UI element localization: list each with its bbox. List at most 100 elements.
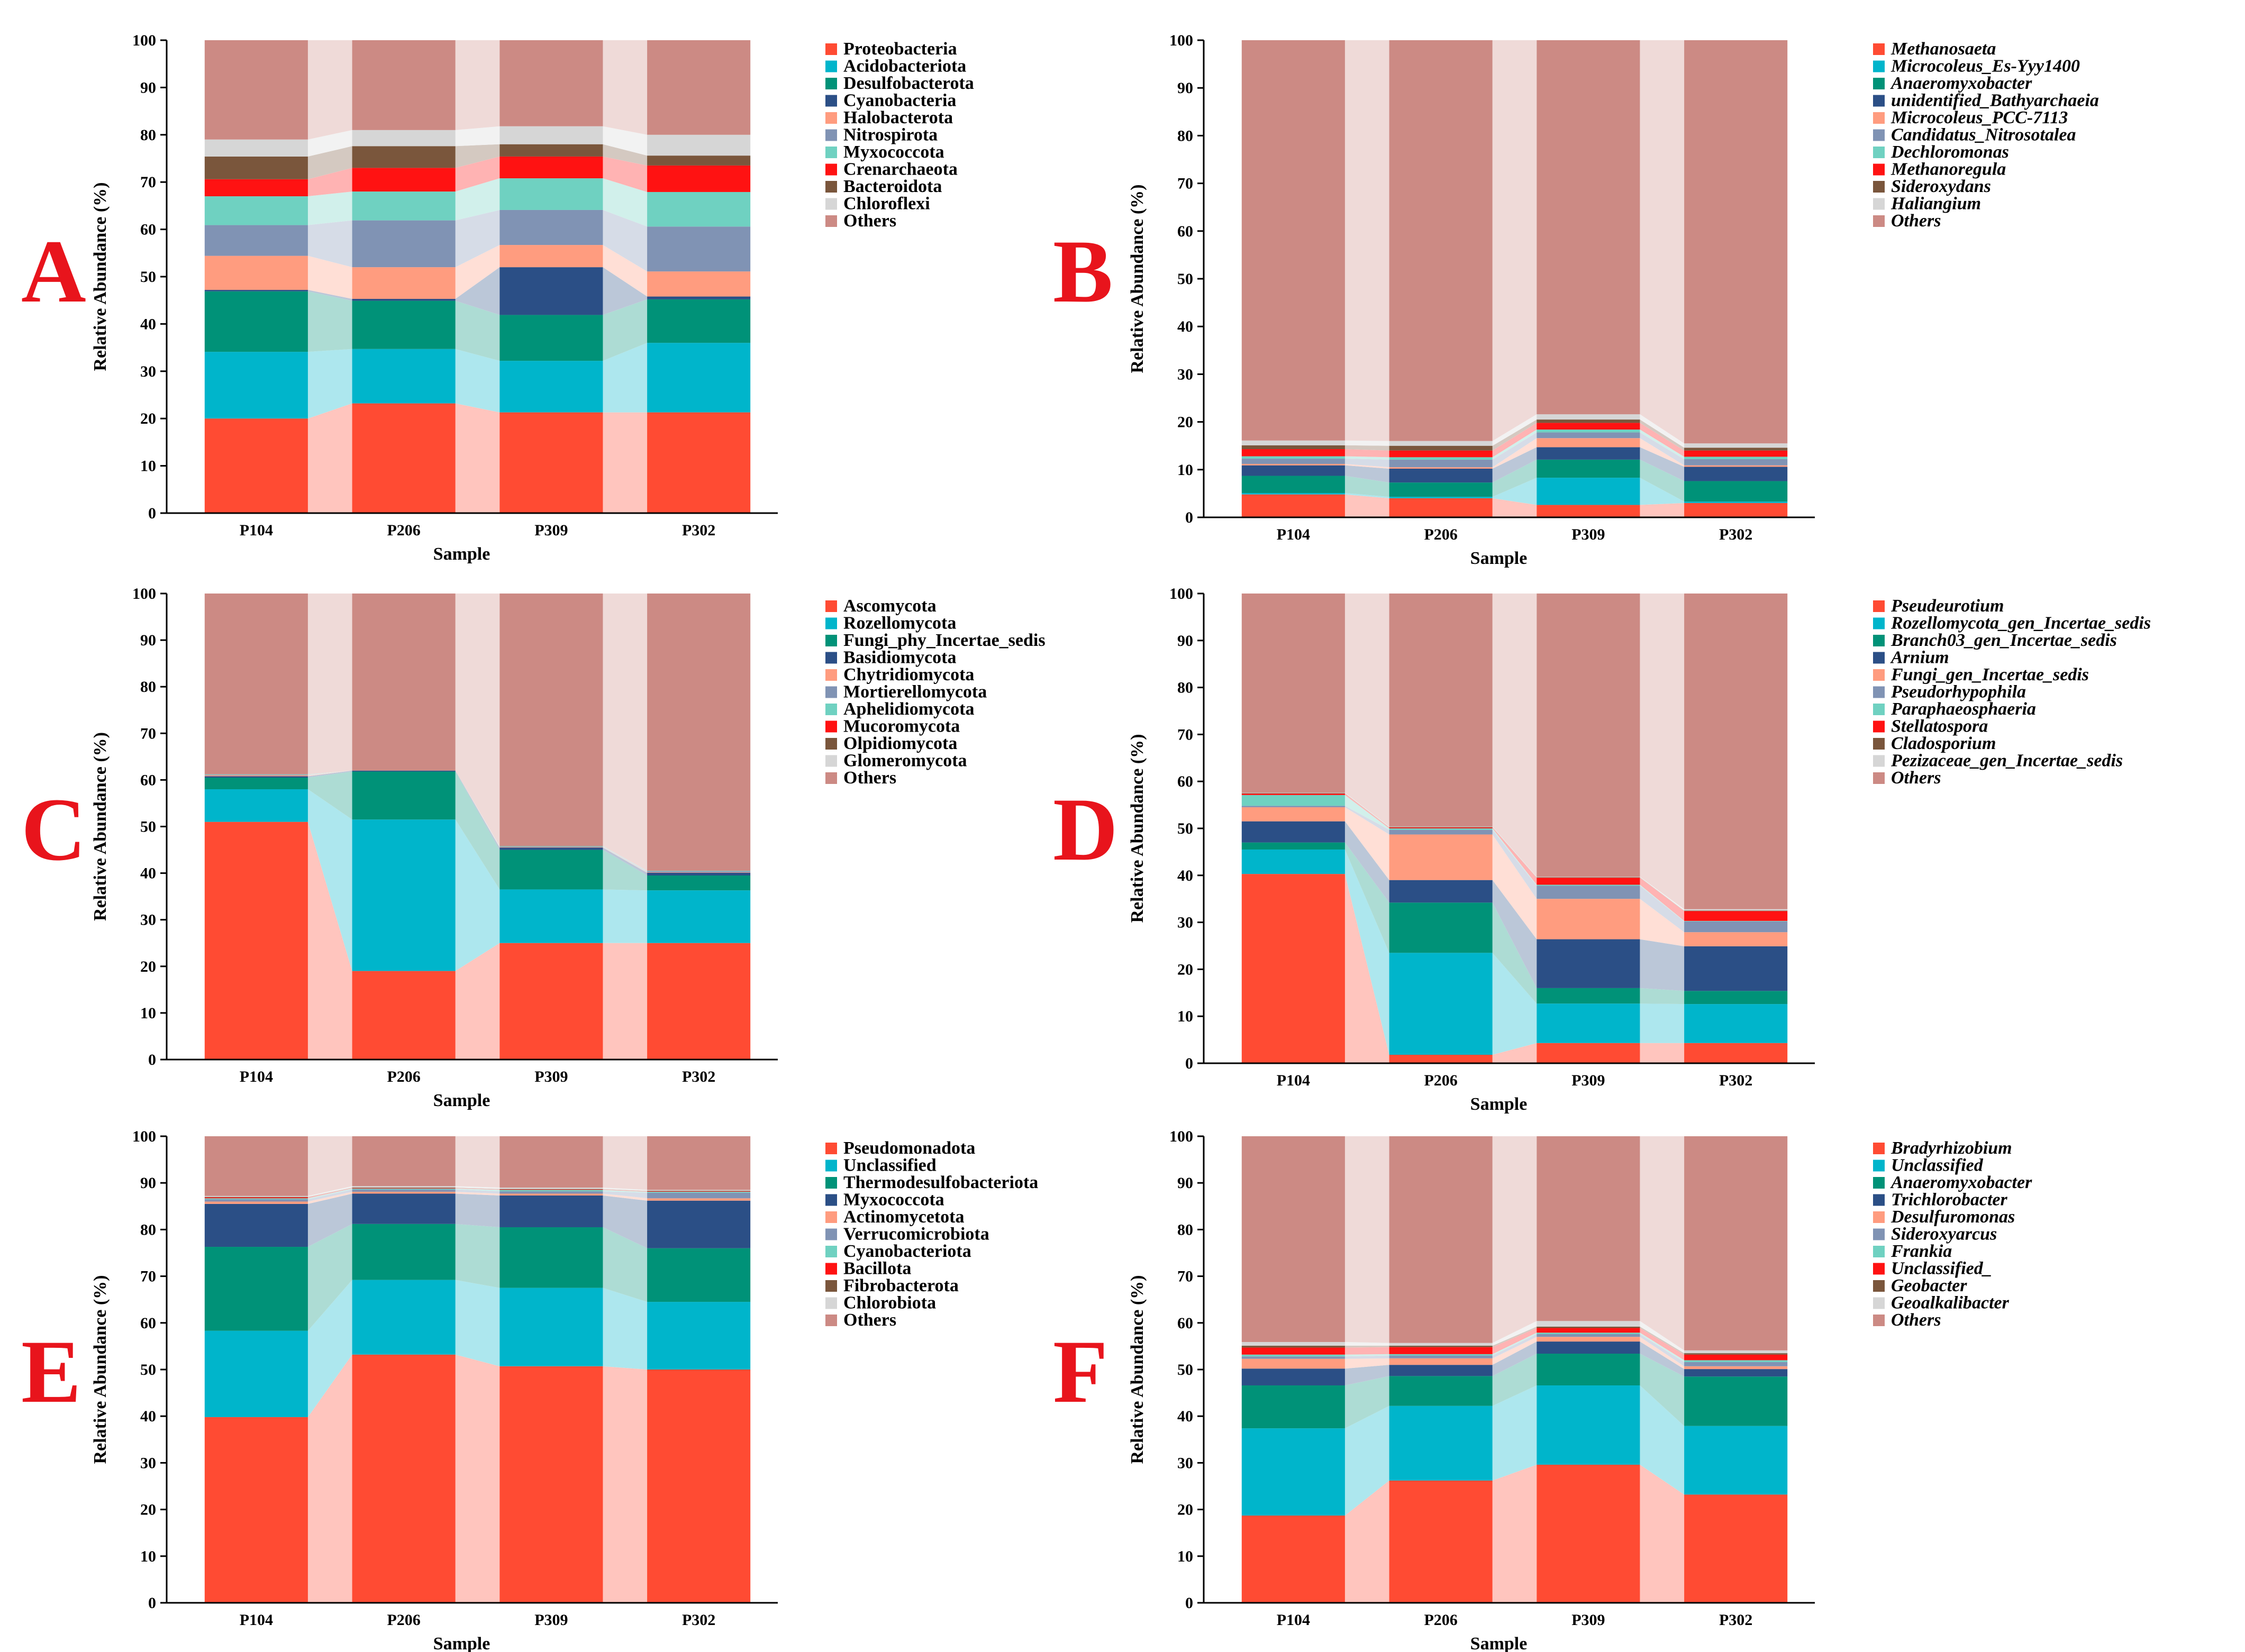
bar-segment-p302-bradyrhizobium	[1684, 1494, 1788, 1603]
y-tick-label: 30	[140, 911, 156, 929]
bar-segment-p309-others	[1537, 40, 1640, 415]
connector-band	[307, 1191, 352, 1204]
legend-label: Microcoleus_PCC-7113	[1890, 108, 2068, 127]
bar-segment-p309-crenarchaeota	[499, 156, 603, 179]
bar-segment-p206-bacteroidota	[352, 146, 456, 168]
connector-band	[1344, 465, 1389, 483]
connector-band	[307, 349, 352, 419]
bar-segment-p104-bacillota	[204, 1197, 308, 1199]
bar-segment-p104-chlorobiota	[204, 1195, 308, 1197]
bar-segment-p206-trichlorobacter	[1389, 1365, 1493, 1376]
y-tick-label: 10	[140, 458, 156, 475]
y-tick-label: 90	[140, 632, 156, 649]
y-tick-label: 0	[1185, 509, 1193, 526]
connector-band	[307, 1136, 352, 1196]
y-tick-label: 40	[1177, 318, 1193, 335]
connector-band	[1640, 1136, 1685, 1350]
bar-segment-p104-geoalkalibacter	[1241, 1341, 1345, 1346]
connector-band	[1640, 886, 1685, 933]
legend-label: Others	[843, 211, 896, 231]
connector-band	[603, 594, 648, 871]
connector-band	[1344, 793, 1389, 828]
connector-band	[1640, 1341, 1685, 1377]
legend-swatch	[1873, 60, 1885, 72]
legend-label: Aphelidiomycota	[843, 699, 974, 719]
legend-label: Cyanobacteria	[843, 91, 956, 111]
connector-band	[455, 1136, 500, 1188]
bar-segment-p309-frankia	[1537, 1332, 1640, 1334]
y-tick-label: 100	[1169, 585, 1193, 603]
connector-band	[1492, 447, 1537, 483]
connector-band	[1492, 880, 1537, 988]
connector-band	[603, 40, 648, 135]
bar-segment-p302-unclassified	[1684, 1426, 1788, 1495]
connector-band	[603, 178, 648, 227]
connector-band	[1492, 459, 1537, 497]
y-tick-label: 40	[140, 1408, 156, 1425]
bar-segment-p206-bacillota	[352, 1188, 456, 1189]
legend-swatch	[1873, 1280, 1885, 1292]
x-axis-title: Sample	[1470, 1094, 1528, 1114]
connector-band	[1492, 438, 1537, 469]
legend-label: Thermodesulfobacteriota	[843, 1173, 1038, 1192]
y-tick-label: 30	[140, 363, 156, 380]
connector-band	[1344, 849, 1389, 1055]
connector-band	[1640, 432, 1685, 466]
connector-band	[307, 1186, 352, 1197]
bar-segment-p206-sideroxyarcus	[1389, 1355, 1493, 1358]
bar-segment-p206-others	[352, 594, 456, 771]
connector-band	[1492, 414, 1537, 446]
connector-band	[603, 943, 648, 1060]
connector-band	[1344, 1376, 1389, 1429]
connector-band	[307, 770, 352, 775]
connector-band	[307, 191, 352, 225]
bar-segment-p302-actinomycetota	[647, 1198, 751, 1201]
bar-segment-p309-others	[1537, 594, 1640, 877]
connector-band	[455, 300, 500, 361]
bar-segment-p104-desulfobacterota	[204, 291, 308, 352]
legend-swatch	[1873, 720, 1885, 733]
y-tick-label: 70	[1177, 175, 1193, 193]
x-tick-label: P206	[387, 522, 420, 539]
legend-swatch	[825, 1160, 837, 1172]
connector-band	[455, 1188, 500, 1190]
bar-segment-p302-microcoleus-pcc-7113	[1684, 465, 1788, 467]
x-tick-label: P104	[1277, 526, 1310, 543]
bar-segment-p104-proteobacteria	[204, 418, 308, 513]
bar-segment-p309-others	[499, 594, 603, 846]
bar-segment-p302-bacteroidota	[647, 156, 751, 166]
bar-segment-p302-stellatospora	[1684, 911, 1788, 921]
x-tick-label: P302	[1719, 1611, 1752, 1629]
connector-band	[455, 770, 500, 847]
y-tick-label: 0	[1185, 1594, 1193, 1612]
bar-segment-p104-myxococcota	[204, 1203, 308, 1247]
connector-band	[307, 1224, 352, 1331]
connector-band	[1344, 1355, 1389, 1359]
bar-segment-p104-myxococcota	[204, 196, 308, 225]
connector-band	[1492, 1321, 1537, 1346]
bar-segment-p309-paraphaeosphaeria	[1537, 884, 1640, 886]
bar-segment-p309-chlorobiota	[499, 1188, 603, 1189]
bar-segment-p206-anaeromyxobacter	[1389, 482, 1493, 497]
connector-band	[1344, 494, 1389, 517]
connector-band	[1640, 594, 1685, 909]
connector-band	[307, 822, 352, 1060]
connector-band	[1344, 1346, 1389, 1348]
y-tick-label: 100	[1169, 32, 1193, 49]
y-tick-label: 20	[140, 1501, 156, 1519]
bar-segment-p309-geoalkalibacter	[1537, 1321, 1640, 1327]
bar-segment-p309-others	[1537, 1136, 1640, 1321]
connector-band	[603, 847, 648, 876]
bar-segment-p206-unidentified-bathyarchaeia	[1389, 468, 1493, 483]
bar-segment-p302-fungi-gen-incertae-sedis	[1684, 932, 1788, 946]
bar-segment-p309-branch03-gen-incertae-sedis	[1537, 988, 1640, 1004]
legend-swatch	[825, 755, 837, 767]
y-tick-label: 90	[1177, 632, 1193, 650]
legend-label: Geoalkalibacter	[1891, 1293, 2010, 1313]
connector-band	[455, 209, 500, 268]
panel-c: 0 10 20 30 40 50 60 70 80 90 100 P104 P206 P309 P302 Sa…	[21, 585, 1046, 1110]
bar-segment-p104-pseudorhypophila	[1241, 806, 1345, 808]
legend-label: Bacteroidota	[843, 177, 942, 196]
y-tick-label: 20	[140, 410, 156, 427]
connector-band	[455, 178, 500, 221]
